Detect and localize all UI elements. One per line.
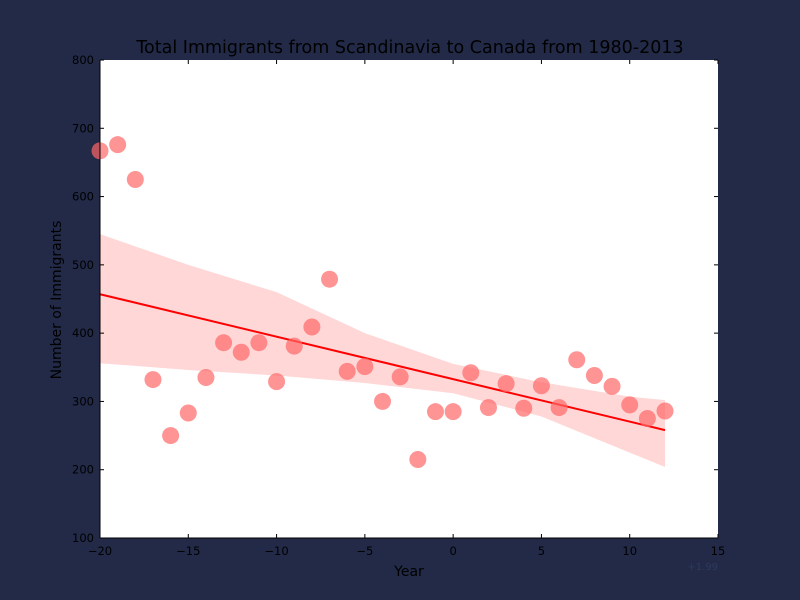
y-tick-labels: 100 200 300 400 500 600 700 800 — [72, 53, 718, 545]
x-tick-label: −15 — [176, 544, 200, 558]
y-tick-label: 500 — [72, 258, 94, 272]
data-point — [497, 375, 515, 393]
x-tick-label: 0 — [449, 544, 456, 558]
x-tick-label: −20 — [88, 544, 112, 558]
data-point — [197, 369, 215, 387]
x-axis-offset-label: +1.99 — [687, 562, 718, 573]
data-point — [656, 402, 674, 420]
data-point — [462, 364, 480, 382]
y-tick-label: 700 — [72, 121, 94, 135]
y-tick-label: 300 — [72, 394, 94, 408]
data-point — [109, 136, 127, 154]
x-tick-label: 10 — [622, 544, 637, 558]
data-point — [621, 396, 639, 414]
data-point — [179, 404, 197, 422]
data-point — [515, 399, 533, 417]
regression-line-layer — [99, 293, 666, 432]
data-point — [374, 392, 392, 410]
data-point — [550, 399, 568, 417]
data-point — [638, 410, 656, 427]
data-point — [215, 334, 233, 352]
data-point — [338, 362, 356, 380]
x-tick-label: 15 — [711, 544, 726, 558]
data-point — [391, 368, 409, 386]
data-point — [532, 377, 550, 395]
y-tick-label: 800 — [72, 53, 94, 67]
data-point — [268, 373, 286, 391]
data-point — [162, 427, 180, 445]
data-point — [479, 399, 497, 417]
y-tick-label: 100 — [72, 531, 94, 545]
data-point — [568, 351, 586, 369]
regression-line — [99, 293, 666, 432]
data-point — [285, 337, 303, 355]
y-tick-label: 400 — [72, 326, 94, 340]
y-axis-label: Number of Immigrants — [49, 221, 65, 380]
data-point — [444, 403, 462, 421]
data-point — [321, 270, 339, 288]
data-point — [356, 358, 374, 376]
x-tick-label: −5 — [356, 544, 373, 558]
data-point — [250, 334, 268, 352]
data-point — [585, 366, 603, 384]
data-point — [303, 318, 321, 336]
data-point — [144, 371, 162, 389]
data-point — [603, 377, 621, 395]
x-tick-label: 5 — [538, 544, 545, 558]
data-point — [232, 343, 250, 361]
data-point — [126, 171, 144, 188]
x-tick-label: −10 — [264, 544, 288, 558]
y-tick-label: 600 — [72, 190, 94, 204]
data-point — [426, 403, 444, 421]
data-point — [409, 450, 427, 468]
x-axis-label: Year — [393, 564, 424, 580]
x-tick-labels: −20 −15 −10 −5 0 5 10 15 — [88, 60, 725, 558]
y-tick-label: 200 — [72, 463, 94, 477]
chart-title: Total Immigrants from Scandinavia to Can… — [135, 38, 683, 58]
